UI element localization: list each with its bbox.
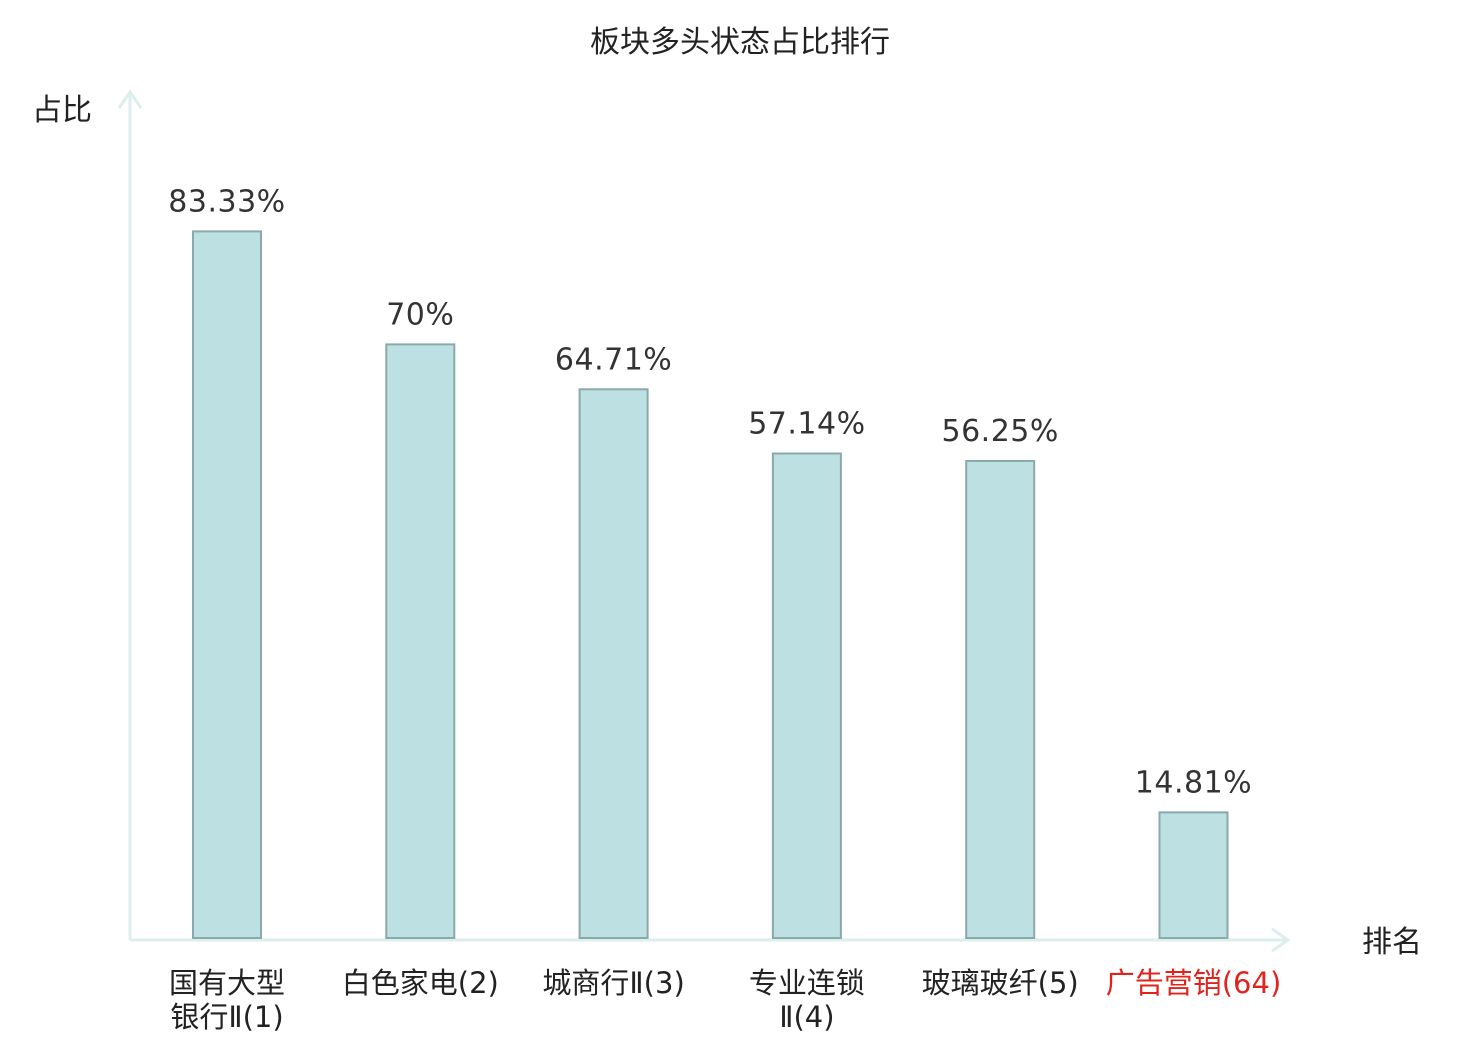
value-labels-group: 83.33% 70% 64.71% 57.14% 56.25% 14.81%	[168, 184, 1252, 800]
category-label-line: 国有大型	[169, 966, 285, 1000]
y-axis-label: 占比	[32, 93, 92, 128]
value-label-6: 14.81%	[1135, 765, 1252, 800]
value-label-2: 70%	[386, 297, 454, 332]
bars-group	[192, 230, 1229, 940]
bar-3	[578, 388, 649, 939]
category-label-line: 玻璃玻纤(5)	[922, 966, 1079, 1000]
category-label-line: 银行Ⅱ(1)	[170, 1000, 283, 1034]
chart-title: 板块多头状态占比排行	[590, 25, 890, 60]
category-label-line: 城商行Ⅱ(3)	[542, 966, 684, 1000]
x-axis-label: 排名	[1362, 925, 1422, 960]
value-label-4: 57.14%	[748, 407, 865, 442]
bar-6	[1158, 811, 1229, 940]
category-label-6: 广告营销(64)	[1106, 966, 1282, 1000]
category-label-3: 城商行Ⅱ(3)	[542, 966, 684, 1000]
category-label-4: 专业连锁 Ⅱ(4)	[749, 966, 865, 1034]
category-labels-group: 国有大型银行Ⅱ(1) 白色家电(2) 城商行Ⅱ(3) 专业连锁 Ⅱ(4) 玻璃玻纤(5) 广…	[169, 966, 1281, 1034]
category-label-2: 白色家电(2)	[342, 966, 499, 1000]
value-label-3: 64.71%	[555, 342, 672, 377]
bar-5	[965, 460, 1036, 939]
category-label-line: 广告营销(64)	[1106, 966, 1282, 1000]
category-label-1: 国有大型银行Ⅱ(1)	[169, 966, 285, 1034]
category-label-5: 玻璃玻纤(5)	[922, 966, 1079, 1000]
bar-1	[192, 230, 262, 939]
x-axis-arrow-icon	[1271, 927, 1291, 953]
value-label-5: 56.25%	[942, 414, 1059, 449]
category-label-line: 专业连锁	[749, 966, 865, 1000]
value-label-1: 83.33%	[168, 184, 285, 219]
category-label-line: 白色家电(2)	[342, 966, 499, 1000]
category-label-line: Ⅱ(4)	[779, 1000, 834, 1034]
y-axis-arrow-icon	[117, 89, 143, 109]
axes	[117, 89, 1291, 953]
bar-4	[771, 452, 842, 939]
bar-2	[385, 343, 456, 939]
